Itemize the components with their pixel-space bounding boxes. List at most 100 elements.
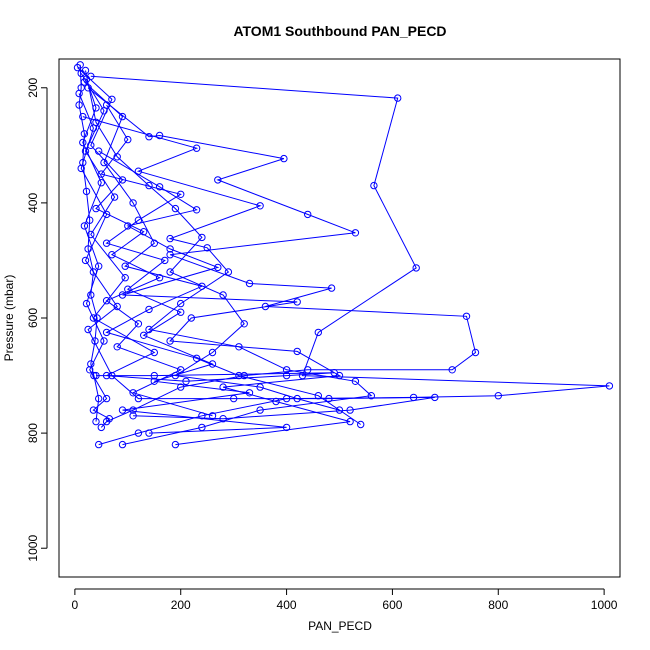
data-point [357, 420, 365, 429]
x-tick-label: 1000 [591, 598, 618, 612]
data-point [92, 104, 100, 112]
data-point [124, 135, 132, 144]
data-point [166, 337, 174, 345]
data-point [150, 348, 159, 357]
data-point [102, 239, 111, 247]
data-point [230, 394, 238, 403]
data-point [91, 337, 99, 345]
data-point [118, 440, 127, 449]
data-point [182, 377, 190, 385]
data-point [304, 210, 312, 219]
series-12 [79, 75, 114, 432]
data-point [82, 75, 91, 83]
data-point [412, 264, 420, 272]
series-8 [73, 63, 217, 420]
series-line [85, 70, 340, 411]
data-point [330, 369, 338, 377]
data-point [448, 366, 456, 374]
data-point [79, 112, 87, 121]
x-tick-label: 0 [72, 598, 79, 612]
data-point [75, 89, 83, 98]
data-point [113, 343, 121, 351]
data-point [367, 392, 375, 400]
data-point [134, 320, 143, 328]
data-point [351, 229, 360, 237]
data-point [192, 144, 201, 152]
data-point [177, 190, 185, 199]
data-point [166, 251, 174, 259]
data-point [77, 69, 85, 78]
series-4 [84, 84, 480, 426]
data-point [140, 228, 148, 236]
series-line [90, 75, 610, 446]
data-point [327, 284, 336, 292]
series-line [84, 81, 361, 425]
data-point [102, 297, 111, 305]
series-line [77, 67, 213, 417]
data-point [245, 279, 254, 288]
x-tick-label: 200 [171, 598, 191, 612]
series-6 [95, 147, 354, 449]
data-point [224, 268, 233, 276]
data-point [192, 206, 201, 214]
data-point [346, 406, 354, 414]
data-point [97, 423, 106, 432]
data-point [129, 199, 137, 207]
data-point [325, 394, 333, 403]
data-point [166, 245, 174, 253]
x-axis: 0 200 400 600 800 1000 [72, 588, 618, 612]
data-point [256, 406, 264, 414]
data-point [282, 371, 291, 380]
data-point [314, 328, 322, 337]
data-point [208, 412, 217, 420]
data-point [108, 95, 116, 104]
data-point [145, 305, 153, 314]
data-point [203, 244, 211, 252]
x-axis-label: PAN_PECD [308, 619, 372, 633]
data-point [431, 393, 439, 402]
data-point [494, 392, 502, 400]
y-tick-label: 400 [26, 193, 40, 213]
data-point [100, 158, 108, 167]
y-tick-label: 800 [26, 423, 40, 443]
series-layer [73, 61, 614, 449]
chart-title: ATOM1 Southbound PAN_PECD [233, 23, 446, 39]
data-point [219, 383, 227, 391]
data-point [100, 107, 108, 115]
data-point [177, 299, 185, 308]
data-point [351, 377, 360, 385]
data-point [86, 366, 94, 374]
data-point [605, 382, 614, 390]
data-point [293, 347, 301, 356]
data-point [187, 314, 196, 322]
data-point [155, 131, 164, 140]
data-point [462, 312, 471, 320]
data-point [150, 239, 159, 247]
data-point [124, 285, 132, 293]
data-point [145, 429, 153, 437]
data-point [87, 141, 95, 150]
data-point [129, 406, 137, 414]
data-point [102, 371, 111, 380]
data-point [113, 302, 121, 311]
series-7 [97, 101, 291, 437]
data-point [282, 423, 291, 432]
data-point [92, 204, 100, 213]
data-point [82, 187, 91, 196]
data-point [166, 268, 174, 276]
series-line [98, 150, 351, 446]
data-point [84, 325, 92, 334]
y-axis-label: Pressure (mbar) [2, 275, 16, 362]
data-point [121, 262, 129, 270]
data-point [346, 417, 354, 426]
data-point [73, 63, 82, 72]
data-point [97, 179, 106, 187]
data-point [77, 164, 85, 173]
data-point [293, 298, 301, 306]
plot-area [58, 58, 621, 578]
data-point [219, 415, 227, 423]
series-11 [77, 69, 338, 385]
data-point [95, 262, 103, 270]
data-point [89, 406, 98, 414]
data-point [240, 371, 248, 380]
